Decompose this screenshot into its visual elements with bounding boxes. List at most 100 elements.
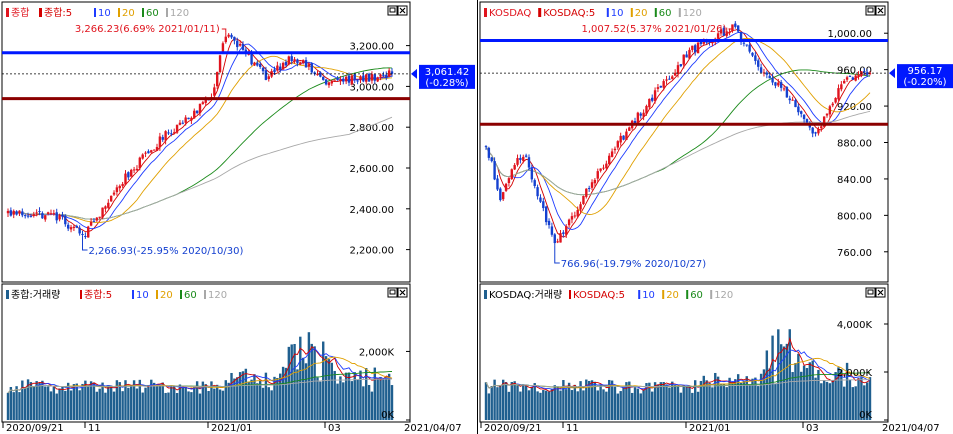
volume-bar bbox=[376, 378, 379, 420]
candle bbox=[127, 171, 130, 180]
candle bbox=[845, 75, 849, 83]
volume-bar bbox=[112, 391, 116, 420]
volume-bar bbox=[484, 382, 488, 420]
candle bbox=[765, 70, 769, 79]
volume-bar bbox=[69, 390, 73, 420]
candle bbox=[336, 76, 339, 81]
candle bbox=[373, 73, 377, 84]
volume-bar bbox=[496, 387, 499, 420]
volume-bar bbox=[777, 329, 780, 420]
volume-bar bbox=[639, 393, 642, 420]
volume-bar bbox=[731, 382, 734, 420]
ma5-line bbox=[7, 38, 393, 233]
volume-bar bbox=[353, 372, 356, 420]
candle bbox=[138, 156, 142, 171]
volume-bar bbox=[178, 384, 182, 420]
candle bbox=[651, 94, 654, 103]
volume-bar bbox=[610, 380, 614, 420]
candles bbox=[6, 32, 394, 239]
volume-bar bbox=[155, 386, 159, 420]
window-close-icon[interactable] bbox=[875, 5, 886, 16]
candle bbox=[691, 45, 694, 53]
volume-bar bbox=[238, 372, 242, 420]
candle bbox=[542, 197, 545, 212]
volume-bar bbox=[132, 380, 136, 420]
volume-bar bbox=[161, 382, 164, 420]
volume-ma120-line bbox=[7, 378, 392, 394]
candle bbox=[605, 160, 608, 170]
volume-bar bbox=[244, 368, 248, 420]
window-maximize-icon[interactable] bbox=[387, 5, 398, 16]
window-maximize-icon[interactable] bbox=[865, 5, 876, 16]
volume-bar bbox=[802, 365, 806, 420]
volume-bar bbox=[745, 376, 748, 420]
candle bbox=[582, 195, 585, 205]
price-marker-arrow-icon bbox=[411, 68, 417, 79]
ma10-line bbox=[485, 32, 871, 230]
legend-square-icon bbox=[630, 8, 633, 17]
current-value-box bbox=[419, 64, 475, 89]
volume-bar bbox=[316, 377, 319, 420]
price-axis: 1,000.00 960.00 920.00 880.00 840.00 800.00 76… bbox=[827, 29, 888, 259]
volume-bar bbox=[250, 379, 253, 420]
volume-bar bbox=[771, 335, 774, 420]
candle bbox=[496, 175, 499, 191]
volume-ma10-line bbox=[7, 347, 393, 394]
volume-tick-label: 0K bbox=[381, 410, 394, 421]
volume-bar bbox=[152, 382, 156, 420]
volume-legend-ma10: 10 bbox=[136, 290, 149, 301]
price-tick-label: 800.00 bbox=[837, 211, 872, 222]
window-maximize-icon[interactable] bbox=[387, 287, 398, 298]
volume-bar bbox=[224, 380, 227, 420]
candle bbox=[23, 213, 27, 219]
legend-square-icon bbox=[606, 8, 609, 17]
candle bbox=[38, 207, 41, 216]
legend-square-icon bbox=[484, 290, 487, 299]
candle bbox=[201, 100, 205, 105]
candle bbox=[622, 135, 625, 141]
candle bbox=[802, 114, 806, 123]
volume-bar bbox=[828, 383, 832, 420]
candle bbox=[562, 230, 565, 238]
volume-bar bbox=[270, 390, 273, 420]
candle bbox=[356, 79, 359, 85]
volume-bar bbox=[831, 380, 834, 420]
volume-bar bbox=[101, 382, 104, 420]
candle bbox=[596, 168, 599, 183]
candle bbox=[673, 69, 677, 76]
volume-legend-ma20: 20 bbox=[666, 290, 679, 301]
candle bbox=[504, 182, 508, 193]
window-maximize-icon[interactable] bbox=[865, 287, 876, 298]
volume-bar bbox=[342, 382, 345, 420]
candle bbox=[840, 81, 843, 92]
window-close-icon[interactable] bbox=[875, 287, 886, 298]
window-close-icon[interactable] bbox=[397, 5, 408, 16]
volume-bar bbox=[791, 372, 794, 420]
candle bbox=[130, 168, 133, 177]
volume-tick-label: 4,000K bbox=[837, 320, 873, 331]
volume-bar bbox=[742, 380, 746, 420]
volume-bar bbox=[808, 362, 812, 420]
volume-bar bbox=[851, 387, 855, 420]
candle bbox=[676, 61, 680, 78]
volume-bar bbox=[210, 381, 213, 420]
candle bbox=[599, 168, 602, 173]
volume-bar bbox=[46, 386, 50, 420]
candle bbox=[777, 78, 780, 88]
candle bbox=[41, 211, 44, 219]
candle bbox=[284, 59, 288, 67]
volume-bar bbox=[487, 393, 491, 420]
volume-bar bbox=[782, 346, 786, 420]
candle bbox=[258, 61, 262, 69]
volume-bar bbox=[693, 380, 697, 420]
volume-bar bbox=[845, 362, 849, 420]
candle bbox=[854, 73, 857, 82]
candle bbox=[573, 211, 577, 219]
high-annotation-leader bbox=[728, 26, 733, 30]
price-tick-label: 2,600.00 bbox=[349, 164, 394, 175]
volume-bars bbox=[484, 329, 872, 420]
window-close-icon[interactable] bbox=[397, 287, 408, 298]
volume-bar bbox=[390, 385, 394, 420]
candle bbox=[195, 110, 199, 115]
